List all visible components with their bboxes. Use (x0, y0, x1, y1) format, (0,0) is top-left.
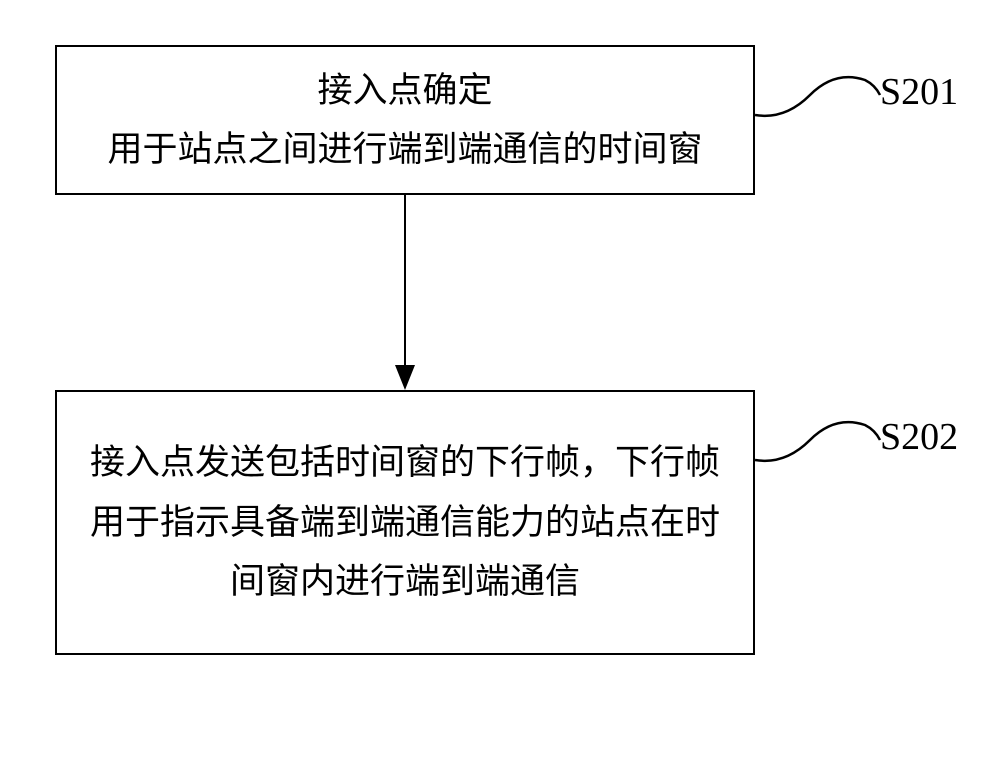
step-1-line-1: 接入点确定 (317, 71, 492, 110)
step-label-s202: S202 (880, 415, 958, 459)
flowchart-step-1: 接入点确定 用于站点之间进行端到端通信的时间窗 (55, 45, 755, 195)
step-1-text: 接入点确定 用于站点之间进行端到端通信的时间窗 (107, 61, 702, 180)
connector-curve-2 (755, 410, 885, 470)
arrow-head (395, 365, 415, 390)
flowchart-step-2: 接入点发送包括时间窗的下行帧，下行帧用于指示具备端到端通信能力的站点在时间窗内进… (55, 390, 755, 655)
connector-curve-1 (755, 65, 885, 125)
step-2-text: 接入点发送包括时间窗的下行帧，下行帧用于指示具备端到端通信能力的站点在时间窗内进… (87, 433, 723, 612)
arrow-line (404, 195, 406, 370)
step-label-s201: S201 (880, 70, 958, 114)
step-1-line-2: 用于站点之间进行端到端通信的时间窗 (107, 130, 702, 169)
flowchart-container: 接入点确定 用于站点之间进行端到端通信的时间窗 S201 接入点发送包括时间窗的… (0, 0, 1000, 773)
